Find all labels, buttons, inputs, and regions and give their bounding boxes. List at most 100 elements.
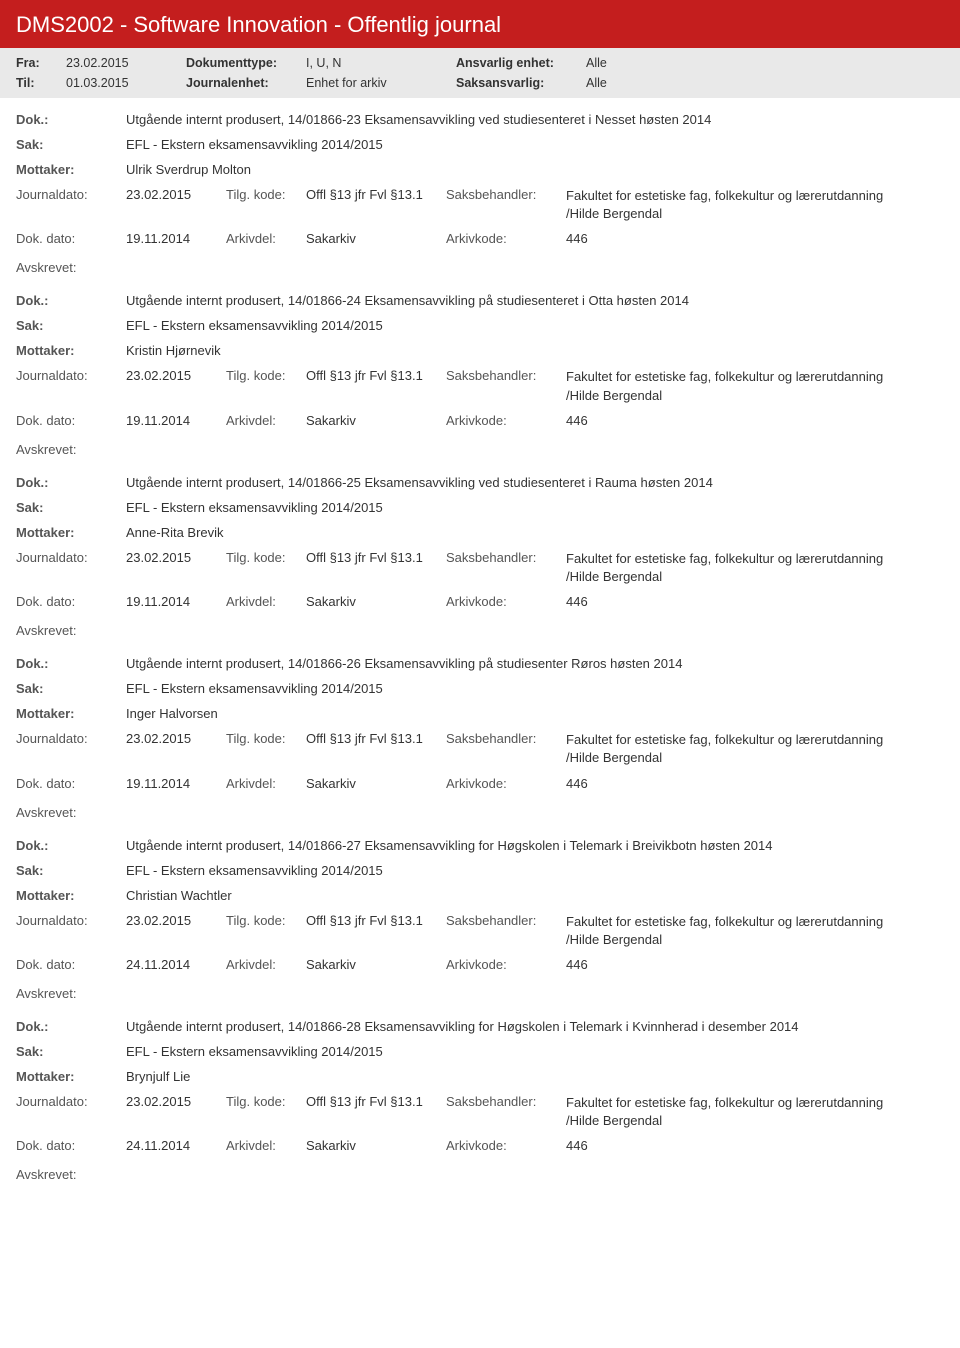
sak-value: EFL - Ekstern eksamensavvikling 2014/201… (126, 137, 944, 152)
mottaker-value: Kristin Hjørnevik (126, 343, 944, 358)
dokdato-label: Dok. dato: (16, 776, 126, 791)
arkivdel-label: Arkivdel: (226, 776, 306, 791)
arkivkode-label: Arkivkode: (446, 1138, 566, 1153)
arkivkode-value: 446 (566, 594, 944, 609)
dok-value: Utgående internt produsert, 14/01866-26 … (126, 656, 944, 671)
app-header: DMS2002 - Software Innovation - Offentli… (0, 0, 960, 48)
tilgkode-label: Tilg. kode: (226, 731, 306, 746)
arkivkode-label: Arkivkode: (446, 231, 566, 246)
dok-label: Dok.: (16, 656, 126, 671)
sak-value: EFL - Ekstern eksamensavvikling 2014/201… (126, 1044, 944, 1059)
arkivdel-value: Sakarkiv (306, 231, 446, 246)
journal-entry: Dok.: Utgående internt produsert, 14/018… (0, 824, 960, 986)
saksbehandler-value: Fakultet for estetiske fag, folkekultur … (566, 913, 944, 949)
sak-label: Sak: (16, 318, 126, 333)
journaldato-value: 23.02.2015 (126, 550, 226, 565)
arkivkode-value: 446 (566, 413, 944, 428)
dokdato-value: 19.11.2014 (126, 231, 226, 246)
sak-label: Sak: (16, 863, 126, 878)
arkivkode-value: 446 (566, 1138, 944, 1153)
fra-label: Fra: (16, 56, 66, 70)
dok-label: Dok.: (16, 475, 126, 490)
dokdato-value: 19.11.2014 (126, 594, 226, 609)
journaldato-label: Journaldato: (16, 1094, 126, 1109)
tilgkode-value: Offl §13 jfr Fvl §13.1 (306, 550, 446, 565)
journaldato-value: 23.02.2015 (126, 1094, 226, 1109)
journaldato-label: Journaldato: (16, 550, 126, 565)
dok-value: Utgående internt produsert, 14/01866-27 … (126, 838, 944, 853)
dokdato-label: Dok. dato: (16, 957, 126, 972)
dok-value: Utgående internt produsert, 14/01866-28 … (126, 1019, 944, 1034)
til-value: 01.03.2015 (66, 76, 186, 90)
avskrevet-label: Avskrevet: (0, 623, 960, 638)
filter-bar: Fra: 23.02.2015 Dokumenttype: I, U, N An… (0, 48, 960, 98)
journaldato-label: Journaldato: (16, 913, 126, 928)
arkivkode-value: 446 (566, 957, 944, 972)
mottaker-label: Mottaker: (16, 343, 126, 358)
dok-label: Dok.: (16, 293, 126, 308)
journaldato-value: 23.02.2015 (126, 731, 226, 746)
arkivdel-value: Sakarkiv (306, 776, 446, 791)
saksbehandler-label: Saksbehandler: (446, 913, 566, 928)
tilgkode-value: Offl §13 jfr Fvl §13.1 (306, 913, 446, 928)
arkivdel-label: Arkivdel: (226, 594, 306, 609)
tilgkode-value: Offl §13 jfr Fvl §13.1 (306, 187, 446, 202)
tilgkode-label: Tilg. kode: (226, 187, 306, 202)
arkivdel-value: Sakarkiv (306, 413, 446, 428)
avskrevet-label: Avskrevet: (0, 1167, 960, 1182)
tilgkode-label: Tilg. kode: (226, 1094, 306, 1109)
avskrevet-label: Avskrevet: (0, 986, 960, 1001)
mottaker-value: Inger Halvorsen (126, 706, 944, 721)
sak-value: EFL - Ekstern eksamensavvikling 2014/201… (126, 681, 944, 696)
fra-value: 23.02.2015 (66, 56, 186, 70)
tilgkode-label: Tilg. kode: (226, 913, 306, 928)
tilgkode-label: Tilg. kode: (226, 368, 306, 383)
dok-value: Utgående internt produsert, 14/01866-25 … (126, 475, 944, 490)
journal-entry: Dok.: Utgående internt produsert, 14/018… (0, 98, 960, 260)
mottaker-label: Mottaker: (16, 525, 126, 540)
avskrevet-label: Avskrevet: (0, 260, 960, 275)
saksbehandler-label: Saksbehandler: (446, 550, 566, 565)
til-label: Til: (16, 76, 66, 90)
entries-list: Dok.: Utgående internt produsert, 14/018… (0, 98, 960, 1206)
saksbehandler-value: Fakultet for estetiske fag, folkekultur … (566, 187, 944, 223)
mottaker-value: Brynjulf Lie (126, 1069, 944, 1084)
sak-value: EFL - Ekstern eksamensavvikling 2014/201… (126, 500, 944, 515)
avskrevet-label: Avskrevet: (0, 805, 960, 820)
arkivdel-value: Sakarkiv (306, 594, 446, 609)
dokdato-label: Dok. dato: (16, 231, 126, 246)
journaldato-value: 23.02.2015 (126, 913, 226, 928)
dokdato-value: 19.11.2014 (126, 776, 226, 791)
journaldato-value: 23.02.2015 (126, 187, 226, 202)
arkivkode-label: Arkivkode: (446, 594, 566, 609)
arkivdel-label: Arkivdel: (226, 957, 306, 972)
arkivdel-label: Arkivdel: (226, 231, 306, 246)
saksbehandler-label: Saksbehandler: (446, 187, 566, 202)
journal-entry: Dok.: Utgående internt produsert, 14/018… (0, 279, 960, 441)
arkivkode-value: 446 (566, 776, 944, 791)
journal-entry: Dok.: Utgående internt produsert, 14/018… (0, 1005, 960, 1167)
journaldato-value: 23.02.2015 (126, 368, 226, 383)
dok-label: Dok.: (16, 112, 126, 127)
dok-label: Dok.: (16, 838, 126, 853)
tilgkode-value: Offl §13 jfr Fvl §13.1 (306, 1094, 446, 1109)
saksbehandler-value: Fakultet for estetiske fag, folkekultur … (566, 550, 944, 586)
dok-value: Utgående internt produsert, 14/01866-23 … (126, 112, 944, 127)
dokdato-value: 19.11.2014 (126, 413, 226, 428)
journal-entry: Dok.: Utgående internt produsert, 14/018… (0, 461, 960, 623)
journaldato-label: Journaldato: (16, 731, 126, 746)
saksbehandler-value: Fakultet for estetiske fag, folkekultur … (566, 1094, 944, 1130)
ansvarlig-label: Ansvarlig enhet: (456, 56, 586, 70)
mottaker-value: Anne-Rita Brevik (126, 525, 944, 540)
saksbehandler-label: Saksbehandler: (446, 368, 566, 383)
ansvarlig-value: Alle (586, 56, 706, 70)
mottaker-value: Ulrik Sverdrup Molton (126, 162, 944, 177)
sak-label: Sak: (16, 1044, 126, 1059)
arkivdel-label: Arkivdel: (226, 413, 306, 428)
mottaker-label: Mottaker: (16, 1069, 126, 1084)
dokdato-label: Dok. dato: (16, 1138, 126, 1153)
journaldato-label: Journaldato: (16, 368, 126, 383)
saksbehandler-value: Fakultet for estetiske fag, folkekultur … (566, 731, 944, 767)
journal-entry: Dok.: Utgående internt produsert, 14/018… (0, 642, 960, 804)
arkivkode-value: 446 (566, 231, 944, 246)
